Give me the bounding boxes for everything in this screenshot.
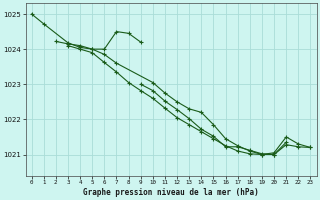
X-axis label: Graphe pression niveau de la mer (hPa): Graphe pression niveau de la mer (hPa) — [83, 188, 259, 197]
